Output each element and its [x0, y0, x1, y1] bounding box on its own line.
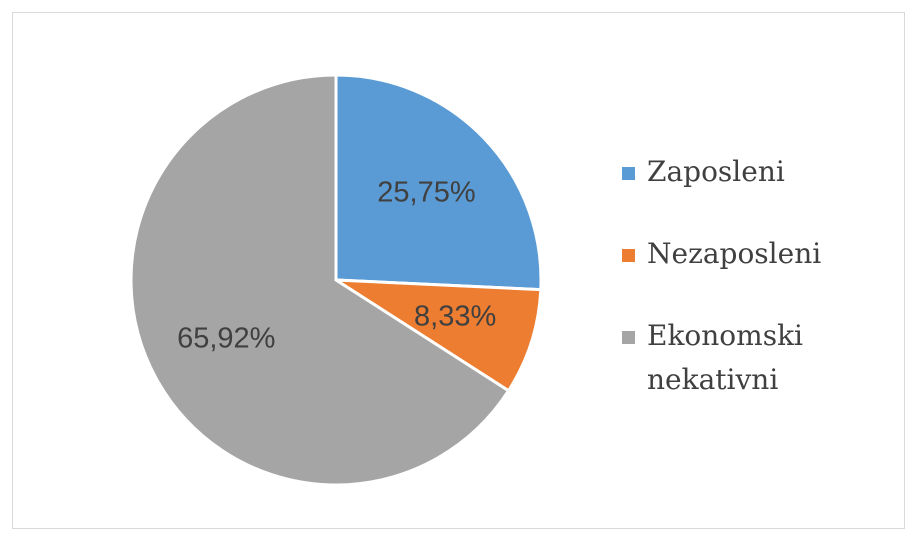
- legend-swatch: [622, 249, 635, 262]
- legend-label: Zaposleni: [647, 155, 785, 188]
- chart-frame: [12, 12, 905, 529]
- legend-swatch: [622, 167, 635, 180]
- data-label: 8,33%: [414, 301, 496, 333]
- legend-swatch: [622, 331, 635, 344]
- legend: Zaposleni Nezaposleni Ekonomski nekativni: [622, 150, 862, 440]
- pie-slice: [129, 73, 511, 487]
- pie-slice: [334, 73, 543, 292]
- legend-label: Nezaposleni: [647, 237, 822, 270]
- legend-item: Zaposleni: [622, 150, 862, 194]
- pie-slice: [330, 278, 543, 393]
- legend-item: Nezaposleni: [622, 232, 862, 276]
- legend-label: Ekonomski nekativni: [647, 319, 803, 396]
- data-label: 25,75%: [377, 176, 475, 208]
- legend-item: Ekonomski nekativni: [622, 314, 862, 402]
- data-label: 65,92%: [177, 323, 275, 355]
